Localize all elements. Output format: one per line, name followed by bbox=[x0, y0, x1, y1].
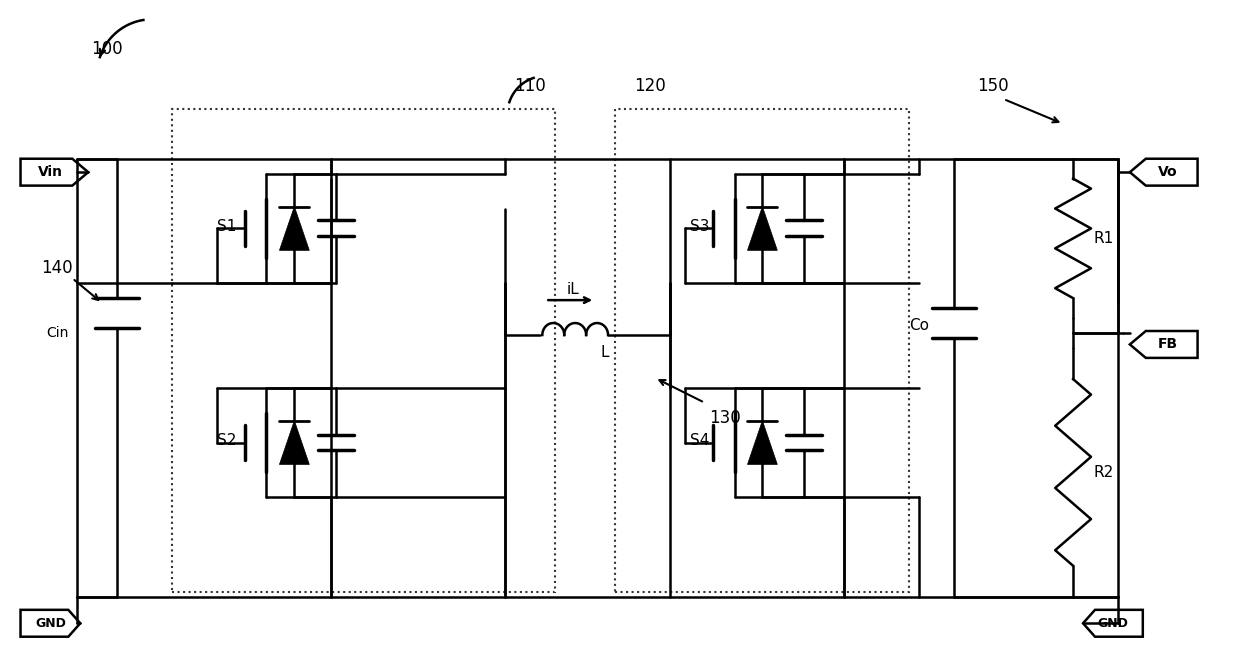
Text: iL: iL bbox=[567, 282, 579, 297]
Text: FB: FB bbox=[1158, 337, 1178, 351]
Text: 100: 100 bbox=[92, 40, 123, 58]
Text: 110: 110 bbox=[515, 77, 547, 95]
Text: L: L bbox=[601, 345, 609, 361]
Text: R1: R1 bbox=[1092, 231, 1114, 246]
Text: 140: 140 bbox=[42, 259, 73, 277]
Text: 150: 150 bbox=[977, 77, 1009, 95]
Polygon shape bbox=[1083, 610, 1143, 636]
Text: 120: 120 bbox=[634, 77, 666, 95]
Polygon shape bbox=[1130, 331, 1198, 358]
Polygon shape bbox=[21, 158, 88, 186]
Polygon shape bbox=[1130, 158, 1198, 186]
Text: Co: Co bbox=[909, 318, 929, 333]
Text: GND: GND bbox=[1097, 617, 1128, 630]
Text: Vo: Vo bbox=[1158, 165, 1178, 179]
Text: Vin: Vin bbox=[38, 165, 63, 179]
Text: R2: R2 bbox=[1092, 465, 1114, 480]
Text: GND: GND bbox=[35, 617, 66, 630]
Polygon shape bbox=[279, 207, 309, 251]
Text: S3: S3 bbox=[689, 219, 709, 234]
Text: S2: S2 bbox=[217, 433, 236, 448]
Text: S4: S4 bbox=[689, 433, 709, 448]
Text: 130: 130 bbox=[709, 408, 742, 426]
Polygon shape bbox=[748, 207, 777, 251]
Polygon shape bbox=[21, 610, 81, 636]
Text: S1: S1 bbox=[217, 219, 236, 234]
Polygon shape bbox=[748, 420, 777, 465]
Polygon shape bbox=[279, 420, 309, 465]
Text: Cin: Cin bbox=[46, 326, 68, 340]
